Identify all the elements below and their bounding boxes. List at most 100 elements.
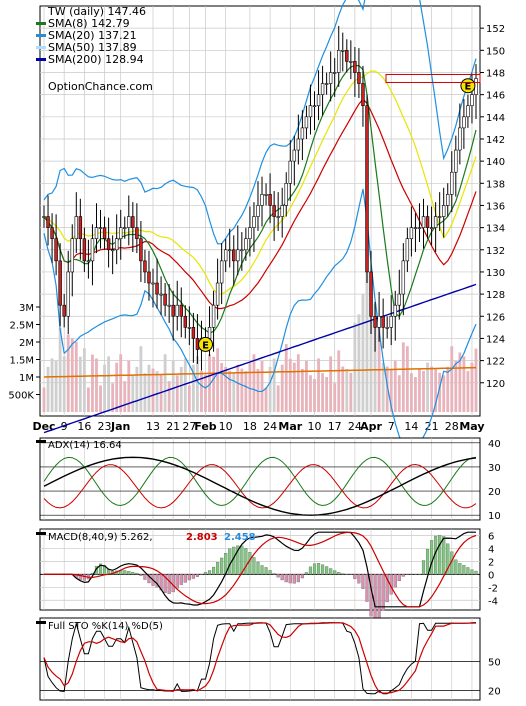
candle-body [228,249,232,252]
candle-body [332,72,337,74]
candle-body [437,216,442,218]
macd-histogram-bar [284,574,288,583]
price-tick-label: 144 [486,113,505,124]
candle-body [361,83,365,107]
macd-histogram-bar [98,563,103,575]
legend-swatch [36,532,46,535]
volume-bar [317,358,320,412]
candle-body [94,227,99,240]
indicator-tick-label: 20 [488,487,501,498]
volume-bar [147,364,151,412]
volume-bar [111,383,115,412]
macd-histogram-bar [474,570,478,575]
volume-bar [438,372,442,412]
volume-bar [353,322,357,412]
candle-body [215,282,220,306]
sma200-line [43,283,477,434]
volume-bar [143,373,147,412]
legend-entry: SMA(200) 128.94 [48,53,144,66]
volume-bar [430,366,434,412]
candle-body [62,304,66,317]
volume-bar [414,377,417,412]
macd-histogram-bar [203,572,208,575]
candle-body [46,216,50,228]
volume-bar [357,314,361,412]
volume-bar [200,371,203,412]
candle-body [405,238,410,262]
macd-histogram-bar [462,565,466,575]
legend-swatch [36,22,46,25]
macd-histogram-bar [288,574,292,584]
volume-bar [345,368,349,412]
volume-bar [450,346,454,412]
macd-histogram-bar [228,548,232,575]
candle-body [106,238,111,251]
macd-histogram-bar [365,574,369,602]
volume-bar [127,360,131,412]
price-tick-label: 130 [486,268,505,279]
volume-bar [135,366,139,412]
volume-tick-label: 1.5M [9,356,34,367]
macd-histogram-bar [458,563,462,575]
candle-body [373,315,377,328]
volume-bar [418,368,421,412]
candle-body [256,205,260,217]
volume-bar [107,356,111,412]
volume-bar [196,356,199,412]
x-tick-label: 28 [445,420,459,433]
volume-bar [216,348,220,412]
volume-bar [256,368,260,412]
macd-histogram-bar [127,571,131,575]
volume-tick-label: 1M [19,373,34,384]
candle-body [139,238,143,262]
volume-bar [349,372,353,412]
x-tick-label: 24 [263,420,277,433]
macd-histogram-bar [216,562,220,575]
volume-bar [232,373,236,412]
macd-histogram-bar [321,564,325,575]
volume-bar [119,354,123,412]
volume-bar [244,371,248,412]
macd-histogram-bar [78,574,82,580]
macd-histogram-bar [466,567,470,575]
price-tick-label: 152 [486,24,505,35]
candle-body [470,94,474,107]
volume-bar [151,368,155,412]
candle-body [147,271,151,284]
volume-tick-label: 2M [19,338,34,349]
macd-histogram-bar [377,574,381,619]
macd-histogram-bar [272,573,276,575]
macd-histogram-bar [195,574,199,577]
macd-histogram-bar [425,548,430,575]
macd-histogram-bar [280,574,284,581]
candle-body [429,227,434,229]
macd-histogram-bar [135,572,139,575]
volume-bar [86,387,90,412]
candle-body [183,315,188,328]
volume-bar [248,362,252,412]
macd-histogram-bar [385,574,389,603]
volume-bar [296,354,300,412]
candle-body [127,216,131,228]
candle-body [441,205,446,217]
volume-bar [123,381,127,412]
bollinger-upper-band [43,0,477,245]
volume-bar [54,360,58,412]
volume-bar [369,275,373,412]
candle-body [296,138,301,151]
candle-body [223,249,228,262]
indicator-tick-label: 50 [488,657,501,668]
x-tick-label: Mar [278,420,302,433]
candle-body [102,227,107,240]
volume-bar [381,362,385,412]
x-tick-label: 18 [243,420,257,433]
candle-body [167,304,171,307]
volume-bar [139,346,143,412]
candle-body [280,205,284,217]
price-tick-label: 124 [486,334,505,345]
candle-body [397,293,402,306]
volume-bar [66,334,70,412]
legend-swatch [36,621,46,624]
price-tick-label: 148 [486,68,505,79]
price-tick-label: 150 [486,46,505,57]
